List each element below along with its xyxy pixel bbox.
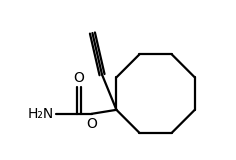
Text: O: O xyxy=(86,117,97,131)
Text: O: O xyxy=(74,71,84,84)
Text: H₂N: H₂N xyxy=(28,107,54,121)
